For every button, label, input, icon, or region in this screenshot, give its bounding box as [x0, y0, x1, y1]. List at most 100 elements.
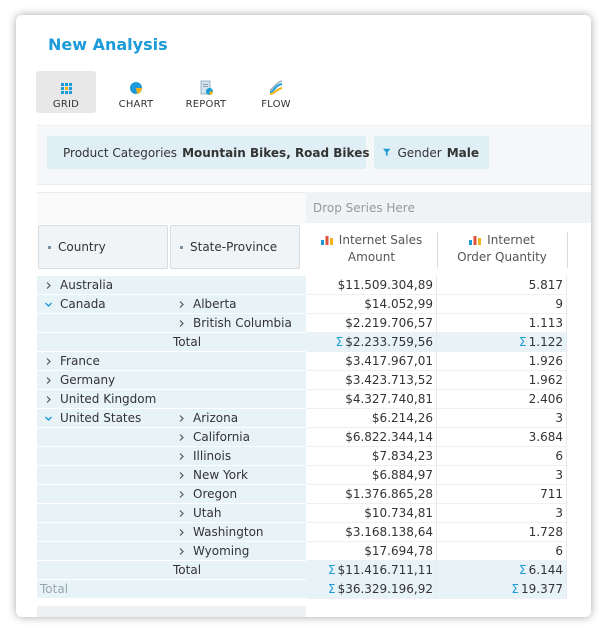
state-cell[interactable]: Arizona: [169, 409, 306, 428]
table-row: United States Arizona $6.214,26 3: [37, 409, 567, 428]
page-title: New Analysis: [48, 35, 168, 54]
order-quantity-cell: 5.817: [437, 276, 567, 295]
state-cell[interactable]: New York: [169, 466, 306, 485]
filter-value: Male: [446, 145, 479, 160]
row-header-label: State-Province: [190, 240, 278, 254]
sales-amount-cell: $6.822.344,14: [306, 428, 437, 447]
state-label: Oregon: [193, 487, 238, 501]
state-cell[interactable]: British Columbia: [169, 314, 306, 333]
table-row: New York $6.884,97 3: [37, 466, 567, 485]
chevron-right-icon[interactable]: [178, 434, 185, 441]
country-cell[interactable]: United States: [37, 409, 169, 428]
filter-gender[interactable]: Gender Male: [374, 136, 489, 169]
chevron-right-icon[interactable]: [45, 377, 52, 384]
state-cell[interactable]: Utah: [169, 504, 306, 523]
sales-amount-cell: Σ $36.329.196,92: [306, 580, 437, 599]
sales-amount-value: $17.694,78: [364, 544, 433, 558]
chevron-right-icon[interactable]: [178, 301, 185, 308]
flow-icon: [269, 80, 283, 95]
column-header-sales-amount[interactable]: Internet Sales Amount: [306, 232, 438, 268]
grid-icon: [61, 83, 72, 94]
order-quantity-cell: 3.684: [437, 428, 567, 447]
order-quantity-value: 3: [555, 411, 563, 425]
sales-amount-value: $2.219.706,57: [345, 316, 433, 330]
sigma-icon: Σ: [327, 563, 336, 577]
chevron-down-icon[interactable]: [45, 415, 52, 422]
grand-total-cell: Total: [37, 580, 306, 599]
country-label: United States: [60, 411, 142, 425]
country-cell[interactable]: Australia: [37, 276, 169, 295]
chevron-right-icon[interactable]: [45, 396, 52, 403]
sales-amount-cell: $11.509.304,89: [306, 276, 437, 295]
order-quantity-cell: 1.962: [437, 371, 567, 390]
state-cell[interactable]: Washington: [169, 523, 306, 542]
sales-amount-value: $6.822.344,14: [345, 430, 433, 444]
chevron-right-icon[interactable]: [178, 453, 185, 460]
state-cell[interactable]: Wyoming: [169, 542, 306, 561]
row-header-country[interactable]: Country: [38, 225, 168, 269]
chevron-right-icon[interactable]: [178, 472, 185, 479]
sales-amount-cell: $3.168.138,64: [306, 523, 437, 542]
sales-amount-cell: $4.327.740,81: [306, 390, 437, 409]
chevron-right-icon[interactable]: [178, 529, 185, 536]
order-quantity-cell: 1.113: [437, 314, 567, 333]
subtotal-cell: Total: [169, 333, 306, 352]
order-quantity-cell: 2.406: [437, 390, 567, 409]
chevron-right-icon[interactable]: [178, 320, 185, 327]
sigma-icon: Σ: [335, 335, 344, 349]
table-row: Oregon $1.376.865,28 711: [37, 485, 567, 504]
state-cell[interactable]: Illinois: [169, 447, 306, 466]
sales-amount-value: $2.233.759,56: [345, 335, 433, 349]
filter-product-categories[interactable]: Product Categories Mountain Bikes, Road B…: [47, 136, 370, 169]
tab-flow[interactable]: FLOW: [252, 71, 300, 113]
chevron-right-icon[interactable]: [178, 415, 185, 422]
chevron-down-icon[interactable]: [45, 301, 52, 308]
tab-flow-label: FLOW: [261, 99, 291, 110]
state-cell[interactable]: California: [169, 428, 306, 447]
country-cell[interactable]: France: [37, 352, 169, 371]
tab-grid-label: GRID: [52, 99, 80, 110]
tab-report[interactable]: REPORT: [182, 71, 230, 113]
order-quantity-cell: 9: [437, 295, 567, 314]
country-cell[interactable]: Canada: [37, 295, 169, 314]
drag-handle-icon: [180, 245, 183, 249]
state-label: Wyoming: [193, 544, 250, 558]
table-row: Australia $11.509.304,89 5.817: [37, 276, 567, 295]
state-cell[interactable]: Alberta: [169, 295, 306, 314]
order-quantity-cell: Σ 6.144: [437, 561, 567, 580]
state-cell: [169, 390, 306, 409]
chevron-right-icon[interactable]: [178, 491, 185, 498]
country-cell[interactable]: United Kingdom: [37, 390, 169, 409]
tab-chart[interactable]: CHART: [112, 71, 160, 113]
table-row: Germany $3.423.713,52 1.962: [37, 371, 567, 390]
country-cell: [37, 485, 169, 504]
order-quantity-cell: 6: [437, 447, 567, 466]
sigma-icon: Σ: [511, 582, 519, 596]
chevron-right-icon[interactable]: [178, 548, 185, 555]
tab-grid[interactable]: GRID: [36, 71, 96, 113]
order-quantity-cell: 3: [437, 409, 567, 428]
table-row: France $3.417.967,01 1.926: [37, 352, 567, 371]
state-cell[interactable]: Oregon: [169, 485, 306, 504]
chevron-right-icon[interactable]: [45, 282, 52, 289]
sales-amount-cell: $14.052,99: [306, 295, 437, 314]
order-quantity-cell: 1.926: [437, 352, 567, 371]
filter-bar: Product Categories Mountain Bikes, Road B…: [37, 125, 591, 185]
column-header-line2: Amount: [347, 250, 396, 264]
country-cell: [37, 504, 169, 523]
order-quantity-value: 19.377: [521, 582, 563, 596]
table-row: California $6.822.344,14 3.684: [37, 428, 567, 447]
order-quantity-cell: 711: [437, 485, 567, 504]
chevron-right-icon[interactable]: [178, 510, 185, 517]
bar-chart-icon: [320, 236, 333, 245]
chevron-right-icon[interactable]: [45, 358, 52, 365]
country-cell: [37, 447, 169, 466]
column-header-order-quantity[interactable]: Internet Order Quantity: [437, 232, 568, 268]
bar-chart-icon: [469, 236, 482, 245]
sales-amount-cell: $1.376.865,28: [306, 485, 437, 504]
sales-amount-cell: $3.417.967,01: [306, 352, 437, 371]
country-cell[interactable]: Germany: [37, 371, 169, 390]
order-quantity-cell: 6: [437, 542, 567, 561]
drop-series-zone[interactable]: Drop Series Here: [306, 192, 591, 223]
row-header-state-province[interactable]: State-Province: [170, 225, 300, 269]
